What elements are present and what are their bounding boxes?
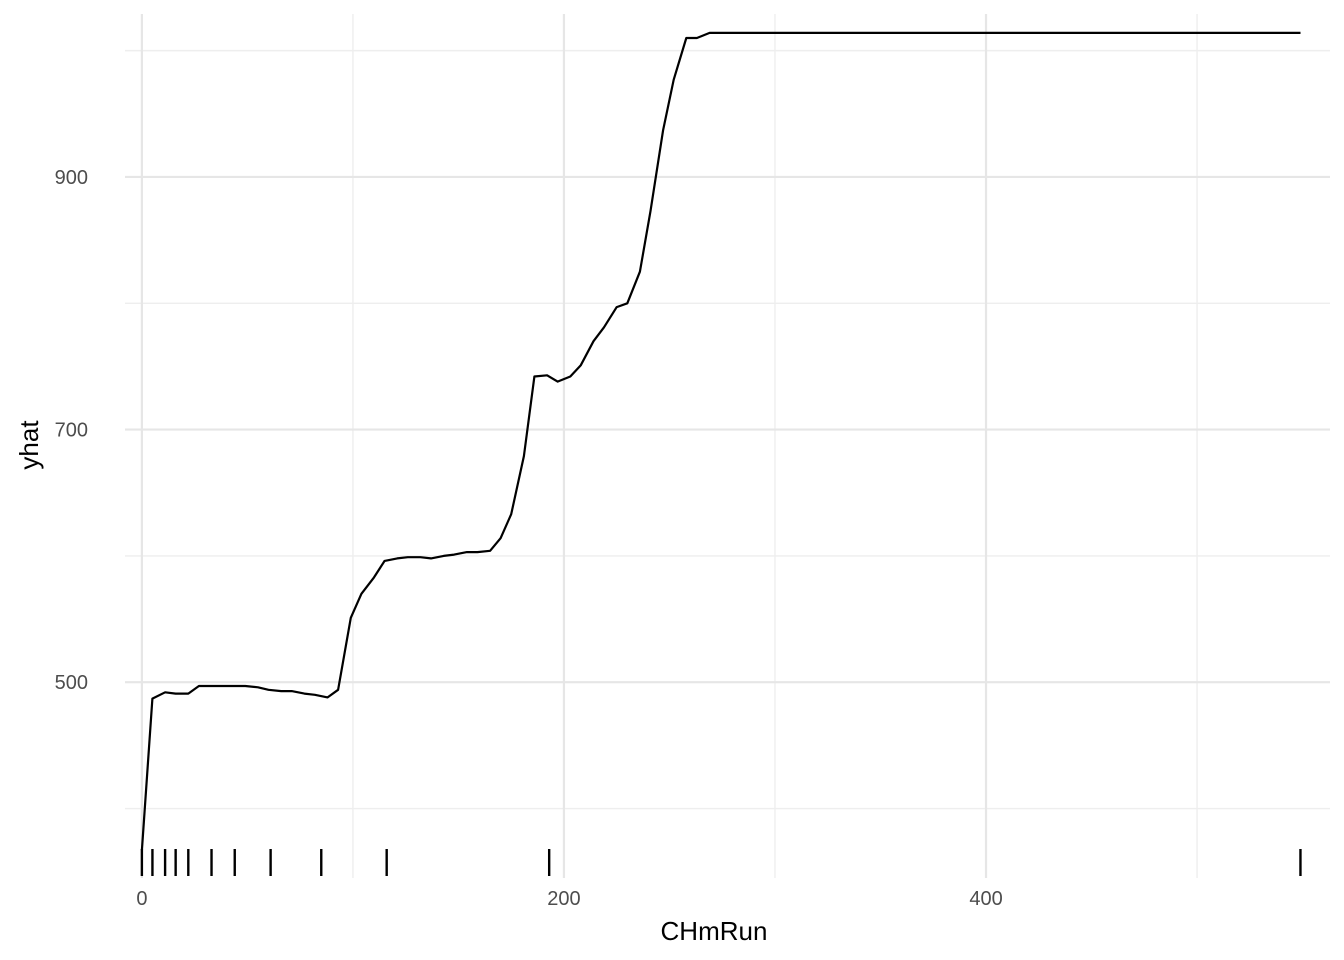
x-tick-label: 200 [547,888,580,910]
minor-x-gridlines [352,14,1198,878]
y-axis-title: yhat [14,420,44,470]
x-tick-label: 400 [969,888,1002,910]
major-y-gridlines [125,175,1330,684]
rug-marks [140,849,1302,876]
major-x-gridlines [140,14,988,878]
y-tick-label: 900 [55,167,88,189]
y-tick-label: 700 [55,420,88,442]
yhat-line [140,31,1301,851]
y-tick-labels: 500 700 900 [55,167,88,694]
x-tick-labels: 0 200 400 [136,888,1002,910]
y-tick-label: 500 [55,672,88,694]
x-axis-title: CHmRun [661,916,768,946]
x-tick-label: 0 [136,888,147,910]
minor-y-gridlines [125,49,1330,810]
